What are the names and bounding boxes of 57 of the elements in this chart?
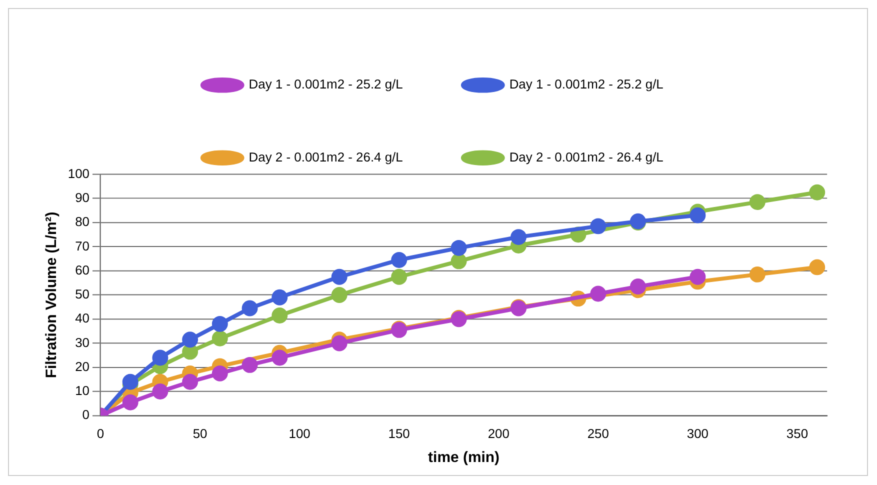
x-tick-label: 150 — [388, 426, 410, 441]
point — [690, 207, 706, 224]
point — [690, 268, 706, 285]
x-tick-label: 300 — [686, 426, 709, 441]
point — [809, 184, 826, 200]
point — [391, 252, 408, 268]
point — [749, 266, 766, 282]
point — [152, 350, 168, 366]
x-tick-label: 50 — [192, 426, 208, 441]
point — [450, 253, 467, 270]
point — [212, 365, 228, 382]
x-tick-label: 200 — [488, 426, 510, 441]
point — [630, 278, 646, 294]
point — [182, 332, 198, 348]
y-tick-label: 20 — [75, 358, 90, 374]
point — [242, 357, 258, 373]
point — [450, 240, 467, 256]
y-tick-label: 100 — [68, 166, 90, 181]
point — [590, 286, 606, 302]
point — [152, 384, 168, 400]
legend-label: Day 1 - 0.001m2 - 25.2 g/L — [509, 76, 664, 92]
x-tick-label: 0 — [96, 426, 104, 441]
point — [391, 268, 408, 285]
y-tick-label: 30 — [75, 334, 90, 350]
legend-label: Day 1 - 0.001m2 - 25.2 g/L — [248, 76, 403, 92]
y-tick-label: 40 — [75, 310, 90, 326]
point — [212, 316, 228, 332]
point — [331, 268, 348, 285]
y-tick-label: 60 — [75, 262, 90, 278]
y-axis-title: Filtration Volume (L/m²) — [43, 212, 60, 378]
point — [212, 330, 228, 346]
point — [331, 287, 348, 303]
point — [242, 300, 258, 316]
y-tick-label: 0 — [82, 407, 90, 422]
y-tick-label: 50 — [75, 286, 90, 302]
x-axis-title: time (min) — [428, 449, 500, 466]
point — [272, 308, 288, 324]
y-tick-label: 10 — [75, 383, 90, 398]
point — [590, 218, 606, 234]
legend-label: Day 2 - 0.001m2 - 26.4 g/L — [248, 149, 403, 164]
point — [272, 289, 288, 306]
x-tick-label: 100 — [288, 426, 310, 441]
point — [809, 259, 826, 276]
x-tick-label: 250 — [587, 426, 609, 441]
legend-label: Day 2 - 0.001m2 - 26.4 g/L — [509, 149, 664, 164]
x-tick-label: 350 — [786, 426, 808, 441]
point — [182, 374, 198, 390]
point — [510, 229, 527, 246]
y-tick-label: 80 — [75, 214, 90, 230]
point — [272, 350, 288, 366]
y-tick-label: 90 — [75, 190, 90, 205]
point — [331, 335, 348, 352]
point — [122, 394, 138, 410]
y-tick-label: 70 — [75, 238, 90, 254]
point — [182, 344, 198, 360]
point — [122, 374, 138, 390]
point — [749, 194, 766, 210]
